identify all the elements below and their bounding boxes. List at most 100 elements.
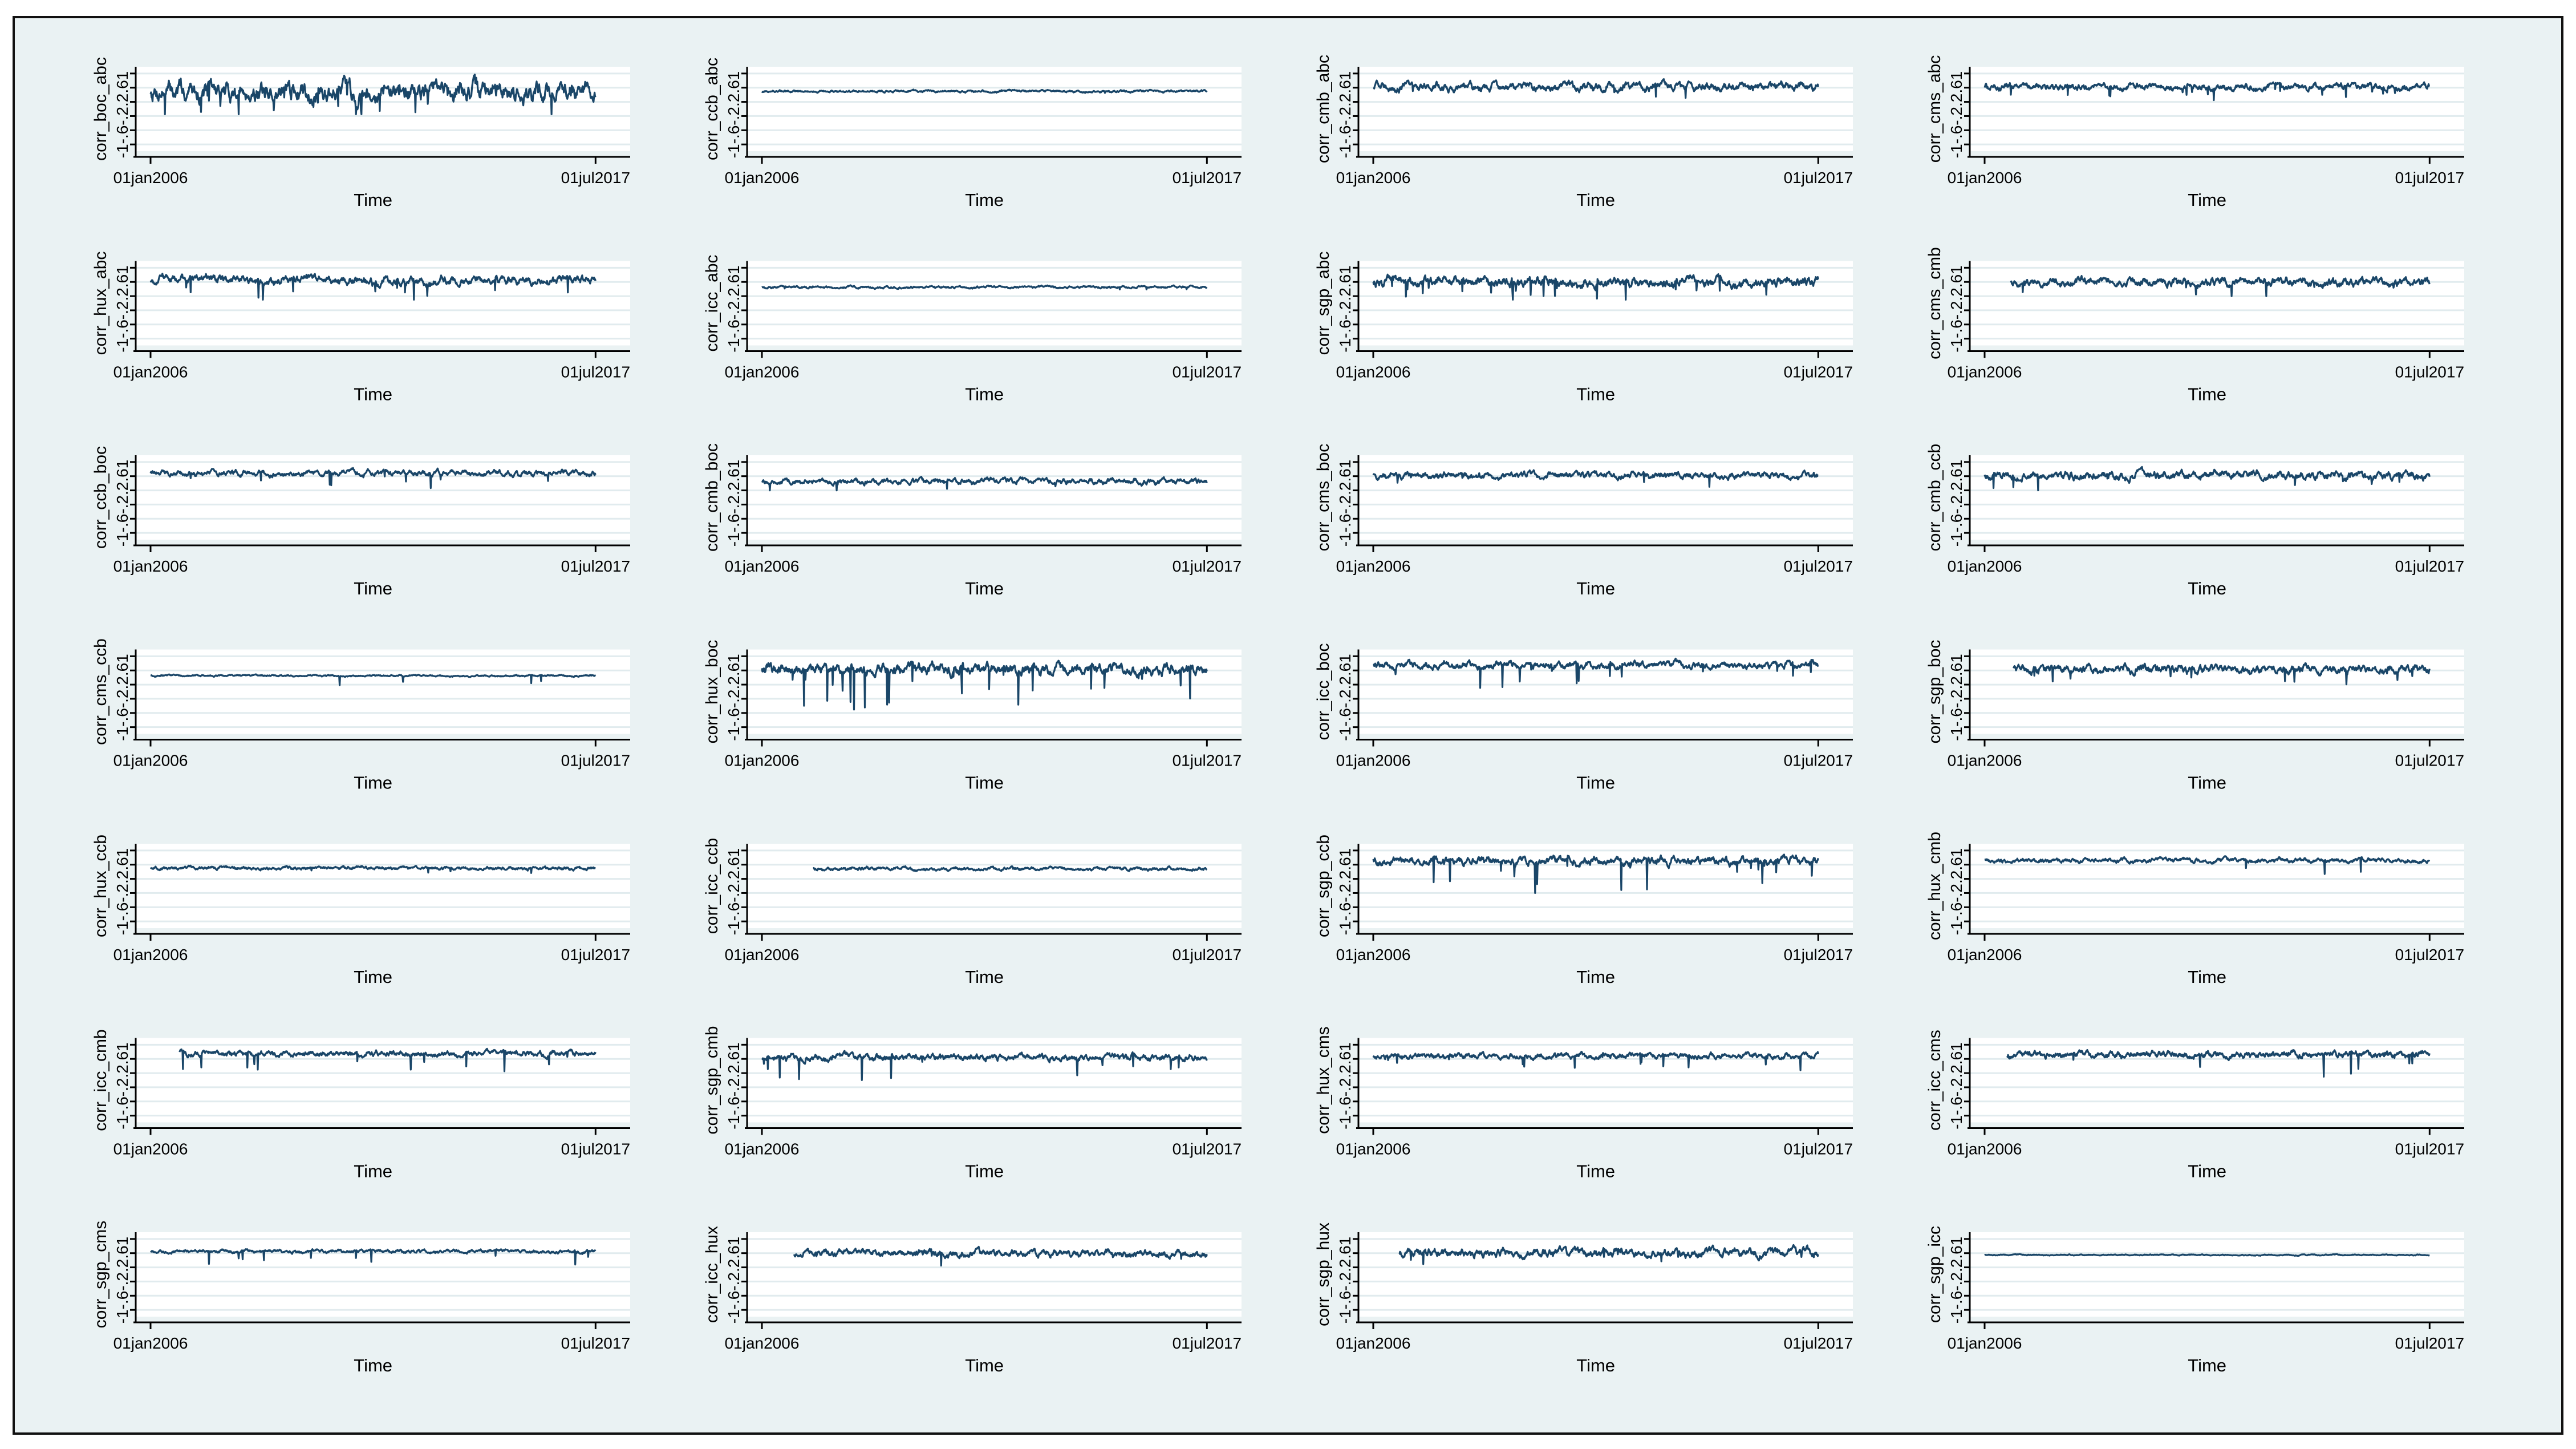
x-axis-title: Time — [1576, 1161, 1615, 1181]
x-tick-label: 01jan2006 — [1336, 1334, 1411, 1352]
series-line — [2013, 662, 2431, 686]
x-tick-label: 01jan2006 — [1336, 752, 1411, 770]
x-tick-label: 01jul2017 — [561, 169, 630, 187]
x-tick-label: 01jan2006 — [113, 752, 188, 770]
x-tick-label: 01jul2017 — [1173, 1140, 1242, 1158]
series-line — [1373, 78, 1819, 99]
y-tick-labels: -1-.6-.2.2.61 — [725, 654, 743, 741]
plot-area — [1358, 67, 1853, 151]
x-tick-label: 01jan2006 — [1948, 169, 2022, 187]
x-tick-label: 01jul2017 — [561, 946, 630, 964]
y-axis-title: corr_cms_ccb — [91, 638, 110, 745]
x-tick-label: 01jan2006 — [113, 946, 188, 964]
y-tick-labels: -1-.6-.2.2.61 — [113, 265, 131, 353]
y-tick-labels: -1-.6-.2.2.61 — [1336, 460, 1354, 547]
y-tick-labels: -1-.6-.2.2.61 — [1948, 460, 1965, 547]
y-axis-title: corr_sgp_abc — [1314, 252, 1333, 355]
x-tick-label: 01jul2017 — [2395, 1334, 2464, 1352]
series-line — [1983, 466, 2431, 492]
x-axis-title: Time — [1576, 578, 1615, 598]
x-axis-title: Time — [2188, 578, 2226, 598]
x-tick-label: 01jul2017 — [2395, 557, 2464, 575]
x-tick-label: 01jan2006 — [1336, 1140, 1411, 1158]
x-axis-title: Time — [965, 190, 1004, 210]
plot-area — [1358, 649, 1853, 734]
x-tick-label: 01jan2006 — [1336, 363, 1411, 381]
x-axis-title: Time — [354, 1355, 392, 1375]
y-axis-title: corr_cms_boc — [1314, 444, 1333, 551]
x-tick-label: 01jan2006 — [1948, 1334, 2022, 1352]
y-axis-title: corr_sgp_cmb — [703, 1026, 721, 1134]
series-line — [149, 74, 597, 115]
series-line — [1372, 1050, 1819, 1071]
x-tick-label: 01jul2017 — [561, 752, 630, 770]
plot-area — [747, 1038, 1242, 1123]
x-axis-title: Time — [1576, 1355, 1615, 1375]
series-line — [2010, 275, 2431, 297]
x-tick-label: 01jul2017 — [1173, 752, 1242, 770]
x-tick-label: 01jan2006 — [113, 1140, 188, 1158]
x-tick-label: 01jan2006 — [113, 363, 188, 381]
x-tick-label: 01jul2017 — [1784, 946, 1853, 964]
x-tick-label: 01jul2017 — [561, 1334, 630, 1352]
y-tick-labels: -1-.6-.2.2.61 — [113, 460, 131, 547]
x-axis-title: Time — [1576, 967, 1615, 987]
x-axis-title: Time — [965, 578, 1004, 598]
series-line — [149, 467, 597, 489]
x-tick-label: 01jan2006 — [1948, 752, 2022, 770]
x-tick-label: 01jul2017 — [561, 363, 630, 381]
plot-area — [747, 67, 1242, 151]
y-axis-title: corr_icc_hux — [703, 1226, 721, 1323]
y-tick-labels: -1-.6-.2.2.61 — [1948, 71, 1965, 159]
series-line — [149, 864, 597, 874]
series-line — [179, 1047, 597, 1072]
y-tick-labels: -1-.6-.2.2.61 — [1948, 265, 1965, 353]
y-axis-title: corr_icc_cms — [1925, 1030, 1944, 1131]
y-tick-labels: -1-.6-.2.2.61 — [725, 1237, 743, 1324]
plot-area — [1970, 67, 2464, 151]
x-tick-label: 01jan2006 — [1336, 169, 1411, 187]
x-axis-title: Time — [354, 384, 392, 404]
x-tick-label: 01jan2006 — [725, 1334, 800, 1352]
plot-area — [1970, 1232, 2464, 1317]
x-tick-label: 01jul2017 — [1784, 363, 1853, 381]
y-axis-title: corr_cmb_boc — [703, 443, 721, 552]
series-line — [1398, 1244, 1819, 1265]
y-axis-title: corr_hux_cmb — [1925, 832, 1944, 940]
series-line — [1984, 1253, 2430, 1257]
series-line — [1983, 81, 2430, 102]
x-tick-label: 01jan2006 — [1948, 1140, 2022, 1158]
y-tick-labels: -1-.6-.2.2.61 — [1336, 1042, 1354, 1130]
plot-area — [1358, 1038, 1853, 1123]
plot-area — [747, 844, 1242, 928]
x-tick-label: 01jan2006 — [1336, 946, 1411, 964]
x-axis-title: Time — [1576, 190, 1615, 210]
series-line — [2006, 1049, 2431, 1078]
y-axis-title: corr_hux_ccb — [91, 835, 110, 937]
y-axis-title: corr_cms_cmb — [1925, 247, 1944, 359]
y-axis-title: corr_cmb_ccb — [1925, 444, 1944, 551]
y-tick-labels: -1-.6-.2.2.61 — [113, 1237, 131, 1324]
y-tick-labels: -1-.6-.2.2.61 — [725, 1042, 743, 1130]
x-axis-title: Time — [2188, 384, 2226, 404]
x-tick-label: 01jul2017 — [1173, 557, 1242, 575]
x-tick-label: 01jul2017 — [1784, 1334, 1853, 1352]
figure-frame: -1-.6-.2.2.61 corr_boc_abc 01jan2006 01jul2… — [13, 16, 2563, 1435]
plot-area — [747, 649, 1242, 734]
series-line — [1372, 853, 1819, 895]
y-tick-labels: -1-.6-.2.2.61 — [1336, 265, 1354, 353]
series-line — [149, 273, 597, 301]
plot-area — [1970, 649, 2464, 734]
